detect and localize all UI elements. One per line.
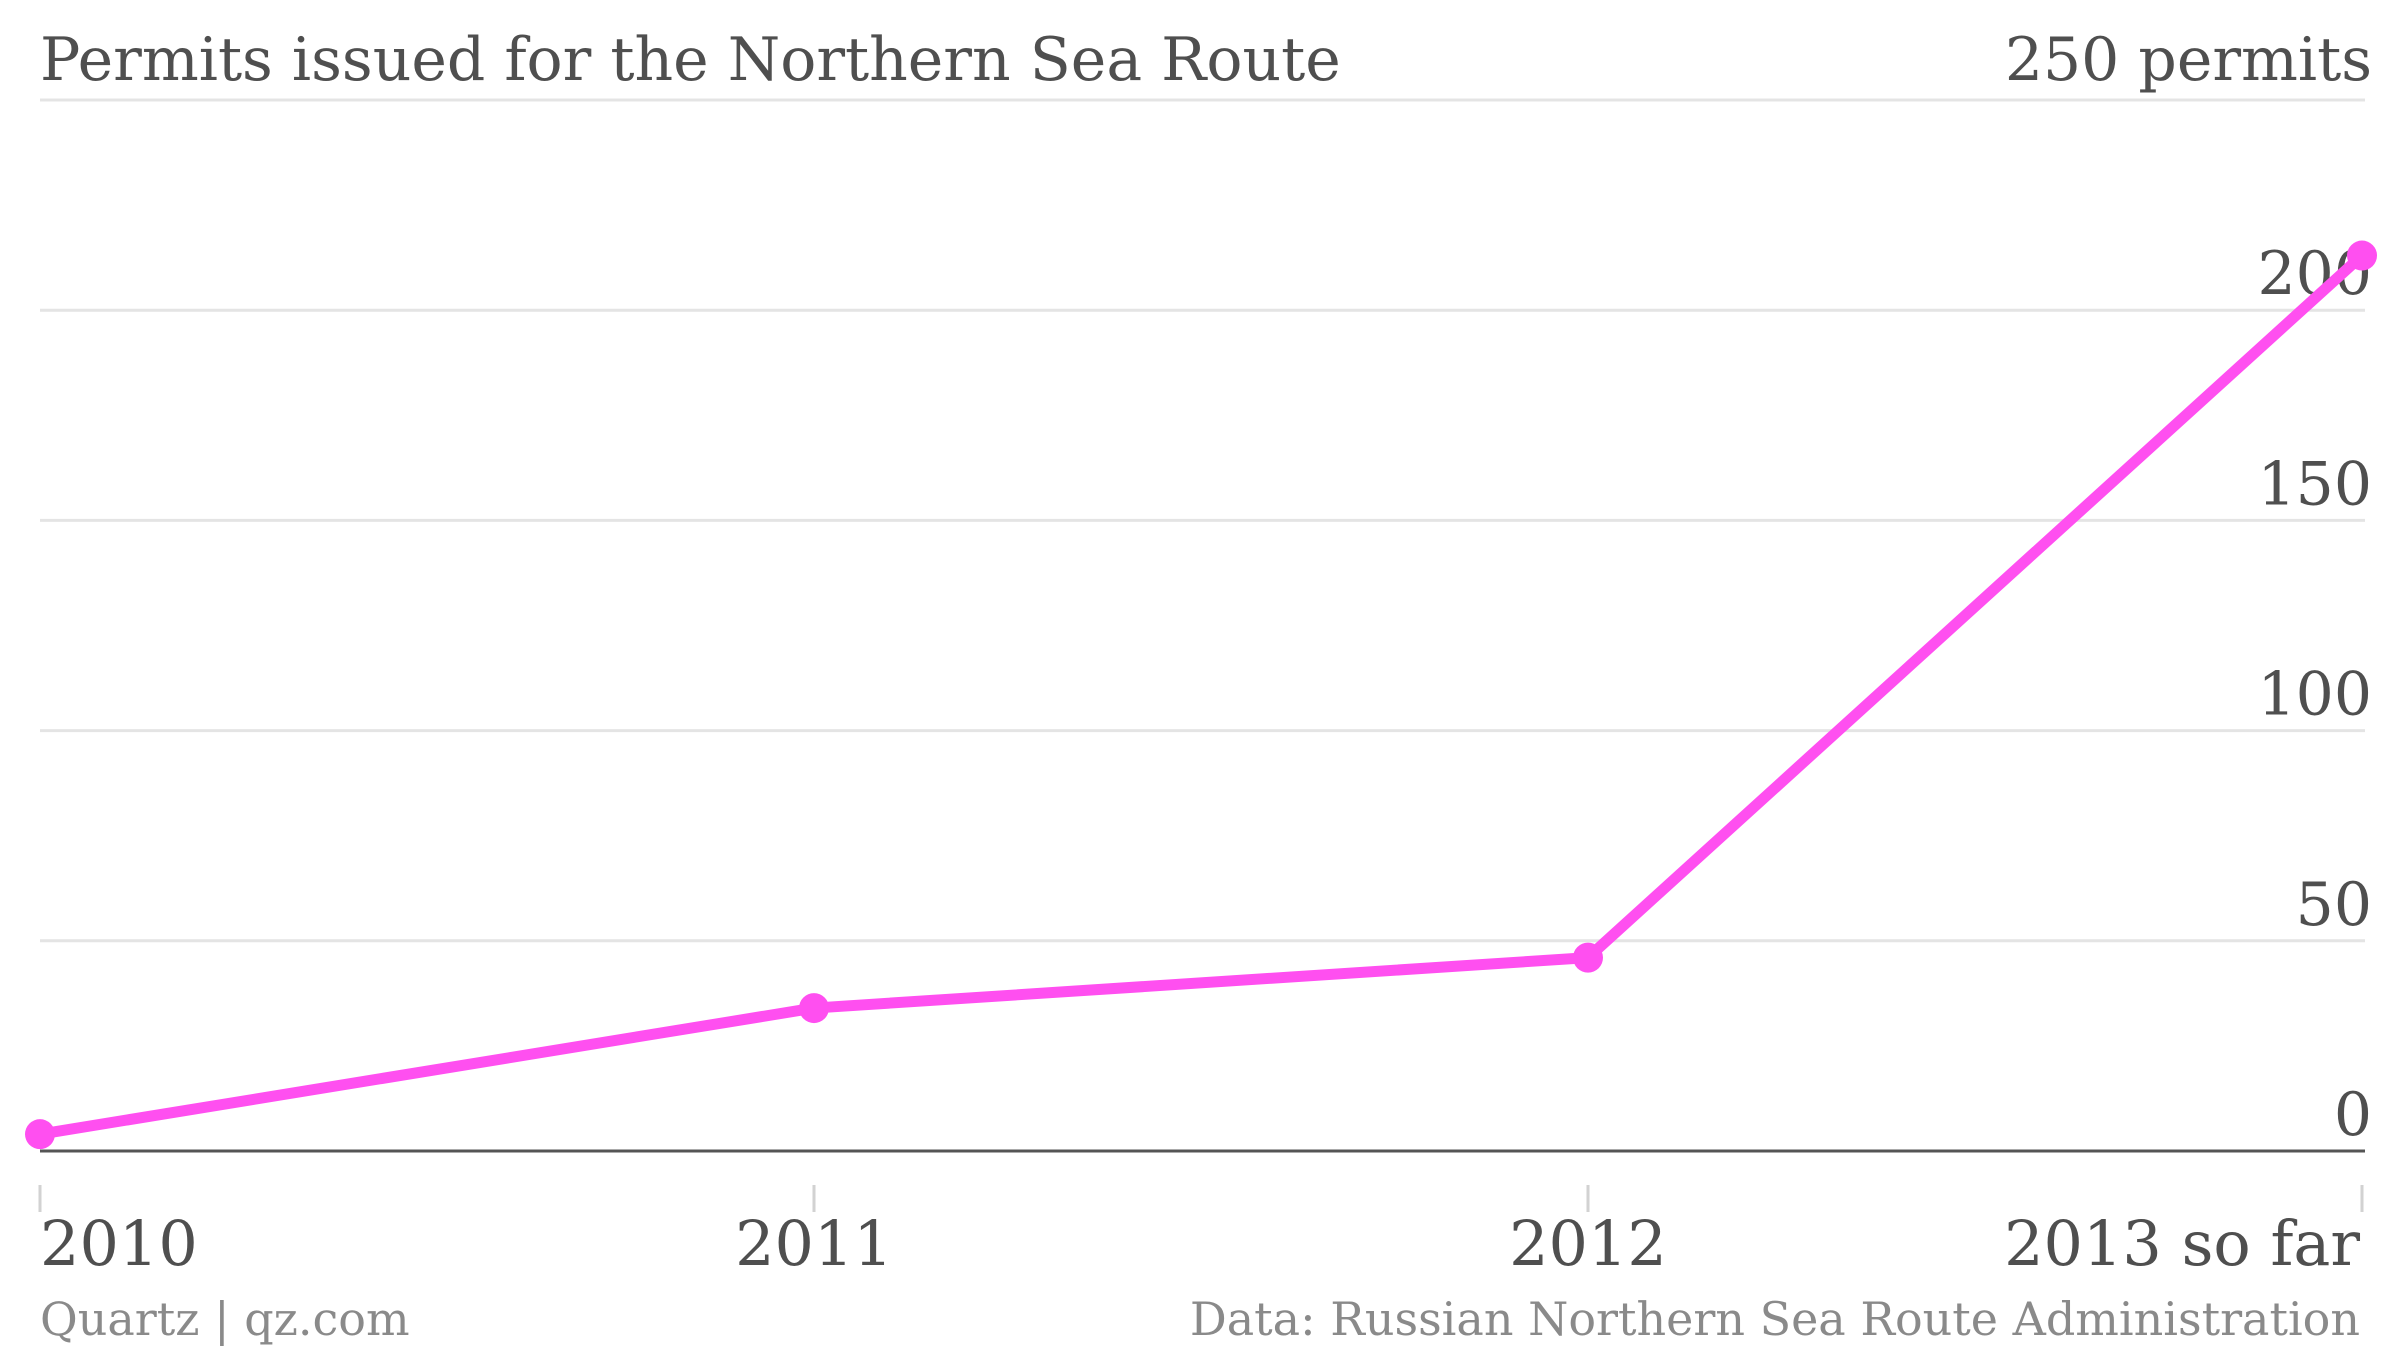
y-tick-label: 150 xyxy=(2257,449,2372,519)
x-tick-label: 2011 xyxy=(735,1207,893,1280)
gridlines xyxy=(40,308,2365,943)
data-series xyxy=(25,240,2377,1150)
x-tick-label: 2013 so far xyxy=(2004,1207,2360,1280)
chart-title: Permits issued for the Northern Sea Rout… xyxy=(40,25,1341,95)
y-tick-label: 50 xyxy=(2296,870,2372,940)
footer-credit: Quartz | qz.com xyxy=(40,1292,410,1346)
data-point xyxy=(799,993,829,1024)
y-tick-label: 0 xyxy=(2334,1080,2372,1150)
x-axis: 2010 2011 2012 2013 so far xyxy=(38,1185,2364,1280)
footer-source: Data: Russian Northern Sea Route Adminis… xyxy=(1190,1292,2360,1346)
data-point xyxy=(25,1119,55,1150)
data-point xyxy=(2347,240,2377,271)
data-point xyxy=(1573,942,1603,973)
x-tick-label: 2010 xyxy=(40,1207,198,1280)
series-line xyxy=(34,250,2368,1140)
x-tick-label: 2012 xyxy=(1509,1207,1667,1280)
y-axis-unit-label: 250 permits xyxy=(2005,25,2372,95)
y-tick-label: 100 xyxy=(2257,660,2372,730)
